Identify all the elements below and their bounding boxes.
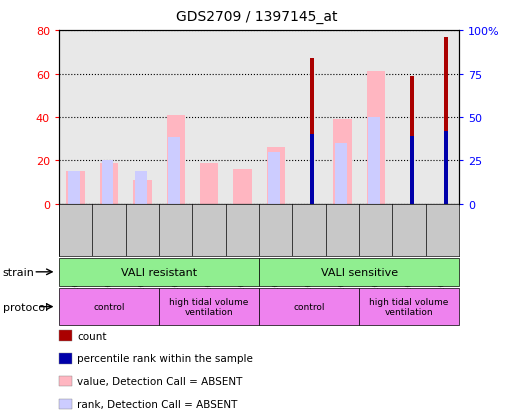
Text: count: count xyxy=(77,331,107,341)
Bar xyxy=(133,180,151,204)
Bar xyxy=(410,76,415,204)
Bar xyxy=(368,118,380,204)
Bar xyxy=(100,163,118,204)
Bar xyxy=(268,152,280,204)
Text: VALI resistant: VALI resistant xyxy=(121,267,197,277)
Bar xyxy=(102,161,113,204)
Bar xyxy=(233,170,251,204)
Bar xyxy=(444,132,448,204)
Bar xyxy=(67,172,85,204)
Bar xyxy=(410,137,415,204)
Bar xyxy=(310,135,314,204)
Bar xyxy=(135,172,147,204)
Text: percentile rank within the sample: percentile rank within the sample xyxy=(77,354,253,363)
Bar xyxy=(267,148,285,204)
Bar xyxy=(367,72,385,204)
Text: VALI sensitive: VALI sensitive xyxy=(321,267,398,277)
Bar xyxy=(168,137,180,204)
Bar xyxy=(444,38,448,204)
Text: strain: strain xyxy=(3,267,34,277)
Text: high tidal volume
ventilation: high tidal volume ventilation xyxy=(369,297,449,316)
Text: GDS2709 / 1397145_at: GDS2709 / 1397145_at xyxy=(176,10,337,24)
Text: rank, Detection Call = ABSENT: rank, Detection Call = ABSENT xyxy=(77,399,238,409)
Bar xyxy=(333,120,351,204)
Bar xyxy=(167,116,185,204)
Text: control: control xyxy=(293,302,325,311)
Bar xyxy=(335,144,347,204)
Text: value, Detection Call = ABSENT: value, Detection Call = ABSENT xyxy=(77,376,242,386)
Bar xyxy=(310,59,314,204)
Text: high tidal volume
ventilation: high tidal volume ventilation xyxy=(169,297,249,316)
Bar xyxy=(68,172,80,204)
Text: protocol: protocol xyxy=(3,302,48,312)
Bar xyxy=(200,163,218,204)
Text: control: control xyxy=(93,302,125,311)
